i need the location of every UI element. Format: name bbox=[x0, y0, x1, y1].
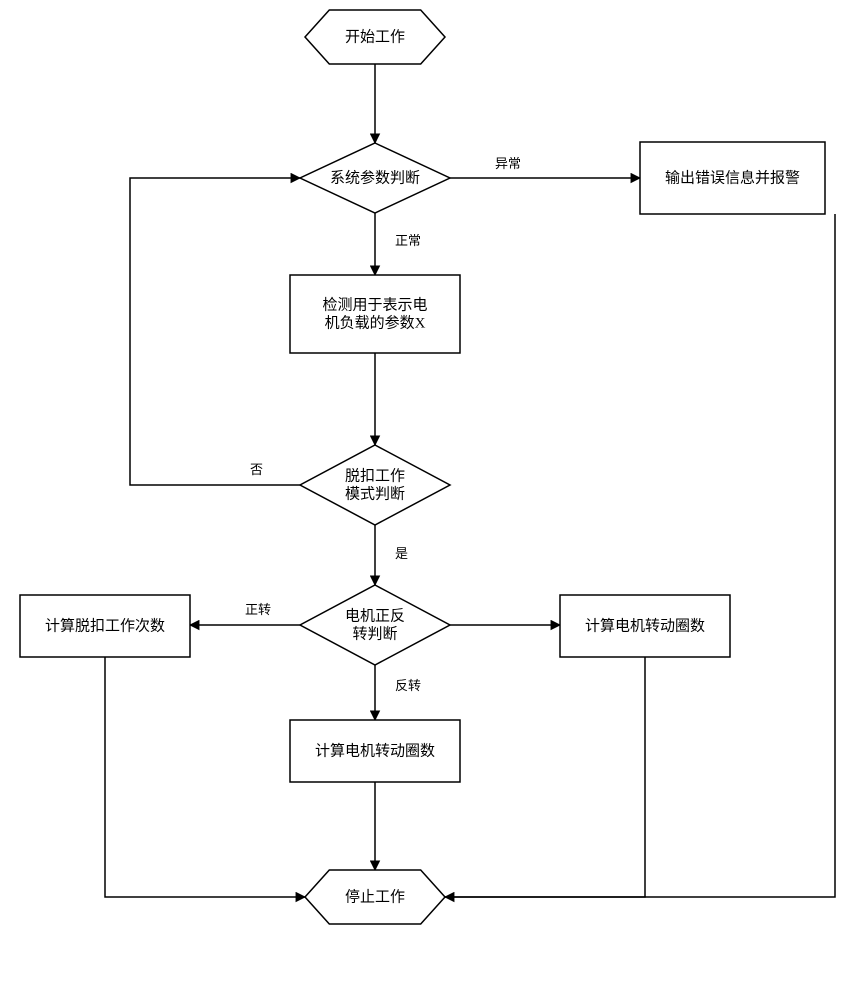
node-label-d_dir: 转判断 bbox=[352, 626, 397, 643]
edge-label-6: 正转 bbox=[245, 602, 271, 617]
node-label-d_trip: 模式判断 bbox=[345, 486, 405, 503]
node-p_trip_cnt: 计算脱扣工作次数 bbox=[20, 595, 190, 657]
node-shape-d_dir bbox=[300, 585, 450, 665]
edge-11 bbox=[445, 657, 645, 897]
edge-label-4: 否 bbox=[250, 462, 263, 477]
node-label-d_param: 系统参数判断 bbox=[330, 170, 420, 187]
node-label-p_rot_b: 计算电机转动圈数 bbox=[315, 742, 435, 760]
node-d_dir: 电机正反转判断 bbox=[300, 585, 450, 665]
node-label-start: 开始工作 bbox=[345, 29, 405, 46]
edge-label-8: 反转 bbox=[395, 678, 421, 693]
node-p_rot_r: 计算电机转动圈数 bbox=[560, 595, 730, 657]
node-label-p_error: 输出错误信息并报警 bbox=[665, 170, 800, 187]
node-shape-p_detect bbox=[290, 275, 460, 353]
node-stop: 停止工作 bbox=[305, 870, 445, 924]
node-p_rot_b: 计算电机转动圈数 bbox=[290, 720, 460, 782]
edge-4 bbox=[130, 178, 300, 485]
edge-label-1: 异常 bbox=[495, 156, 521, 171]
node-label-d_dir: 电机正反 bbox=[345, 608, 405, 625]
flowchart-canvas: 异常正常否是正转反转开始工作系统参数判断检测用于表示电机负载的参数X脱扣工作模式… bbox=[0, 0, 852, 1000]
node-label-stop: 停止工作 bbox=[345, 889, 405, 906]
node-label-p_rot_r: 计算电机转动圈数 bbox=[585, 617, 705, 635]
node-label-p_detect: 检测用于表示电 bbox=[322, 297, 427, 314]
node-d_trip: 脱扣工作模式判断 bbox=[300, 445, 450, 525]
node-label-d_trip: 脱扣工作 bbox=[345, 468, 405, 485]
edge-10 bbox=[105, 657, 305, 897]
node-p_error: 输出错误信息并报警 bbox=[640, 142, 825, 214]
node-start: 开始工作 bbox=[305, 10, 445, 64]
edge-label-5: 是 bbox=[395, 546, 408, 561]
edge-12 bbox=[445, 214, 835, 897]
node-shape-d_trip bbox=[300, 445, 450, 525]
edge-label-2: 正常 bbox=[395, 233, 421, 248]
node-p_detect: 检测用于表示电机负载的参数X bbox=[290, 275, 460, 353]
node-label-p_trip_cnt: 计算脱扣工作次数 bbox=[45, 617, 165, 635]
node-label-p_detect: 机负载的参数X bbox=[325, 315, 426, 332]
node-d_param: 系统参数判断 bbox=[300, 143, 450, 213]
